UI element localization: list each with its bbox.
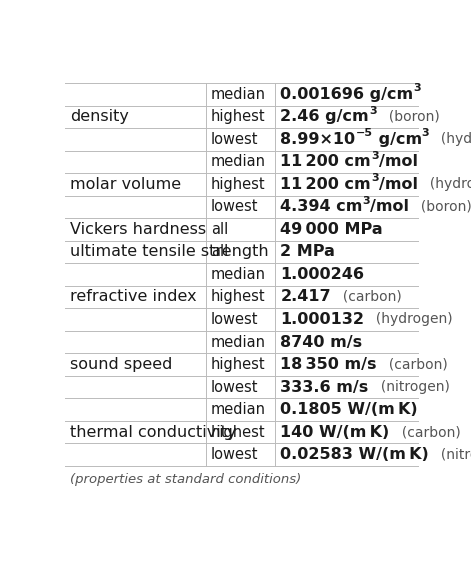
Text: thermal conductivity: thermal conductivity xyxy=(71,424,237,440)
Text: (hydrogen): (hydrogen) xyxy=(432,132,471,146)
Text: /mol: /mol xyxy=(379,154,418,170)
Text: highest: highest xyxy=(211,177,266,192)
Text: (carbon): (carbon) xyxy=(380,358,448,372)
Text: lowest: lowest xyxy=(211,132,259,147)
Text: 8.99×10: 8.99×10 xyxy=(280,132,356,147)
Text: density: density xyxy=(71,109,130,124)
Text: refractive index: refractive index xyxy=(71,289,197,305)
Text: (boron): (boron) xyxy=(413,200,471,214)
Text: (hydrogen): (hydrogen) xyxy=(421,177,471,192)
Text: (nitrogen): (nitrogen) xyxy=(432,447,471,462)
Text: (carbon): (carbon) xyxy=(334,290,402,304)
Text: (hydrogen): (hydrogen) xyxy=(367,312,453,327)
Text: molar volume: molar volume xyxy=(71,177,182,192)
Text: median: median xyxy=(211,334,266,350)
Text: 333.6 m/s: 333.6 m/s xyxy=(280,380,369,394)
Text: median: median xyxy=(211,402,266,417)
Text: 2.46 g/cm: 2.46 g/cm xyxy=(280,109,369,124)
Text: Vickers hardness: Vickers hardness xyxy=(71,222,207,237)
Text: 140 W/(m K): 140 W/(m K) xyxy=(280,424,390,440)
Text: −5: −5 xyxy=(356,128,373,138)
Text: 2.417: 2.417 xyxy=(280,289,331,305)
Text: 11 200 cm: 11 200 cm xyxy=(280,177,371,192)
Text: lowest: lowest xyxy=(211,380,259,394)
Text: highest: highest xyxy=(211,357,266,372)
Text: g/cm: g/cm xyxy=(373,132,422,147)
Text: median: median xyxy=(211,87,266,102)
Text: 49 000 MPa: 49 000 MPa xyxy=(280,222,383,237)
Text: 3: 3 xyxy=(414,83,421,93)
Text: 4.394 cm: 4.394 cm xyxy=(280,199,363,214)
Text: 3: 3 xyxy=(371,173,379,183)
Text: 3: 3 xyxy=(363,196,370,206)
Text: highest: highest xyxy=(211,289,266,305)
Text: median: median xyxy=(211,154,266,170)
Text: highest: highest xyxy=(211,109,266,124)
Text: 2 MPa: 2 MPa xyxy=(280,245,335,259)
Text: lowest: lowest xyxy=(211,199,259,214)
Text: 1.000246: 1.000246 xyxy=(280,267,365,282)
Text: lowest: lowest xyxy=(211,312,259,327)
Text: 18 350 m/s: 18 350 m/s xyxy=(280,357,377,372)
Text: all: all xyxy=(211,245,228,259)
Text: (properties at standard conditions): (properties at standard conditions) xyxy=(71,473,302,486)
Text: highest: highest xyxy=(211,424,266,440)
Text: 0.1805 W/(m K): 0.1805 W/(m K) xyxy=(280,402,418,417)
Text: ultimate tensile strength: ultimate tensile strength xyxy=(71,245,269,259)
Text: sound speed: sound speed xyxy=(71,357,173,372)
Text: /mol: /mol xyxy=(370,199,409,214)
Text: 8740 m/s: 8740 m/s xyxy=(280,334,363,350)
Text: 3: 3 xyxy=(422,128,429,138)
Text: 3: 3 xyxy=(371,151,379,161)
Text: 0.02583 W/(m K): 0.02583 W/(m K) xyxy=(280,447,429,462)
Text: 3: 3 xyxy=(369,106,377,116)
Text: (boron): (boron) xyxy=(380,110,439,124)
Text: 1.000132: 1.000132 xyxy=(280,312,365,327)
Text: /mol: /mol xyxy=(379,177,418,192)
Text: lowest: lowest xyxy=(211,447,259,462)
Text: all: all xyxy=(211,222,228,237)
Text: (carbon): (carbon) xyxy=(393,425,461,439)
Text: 0.001696 g/cm: 0.001696 g/cm xyxy=(280,87,414,102)
Text: (nitrogen): (nitrogen) xyxy=(372,380,450,394)
Text: median: median xyxy=(211,267,266,282)
Text: 11 200 cm: 11 200 cm xyxy=(280,154,371,170)
